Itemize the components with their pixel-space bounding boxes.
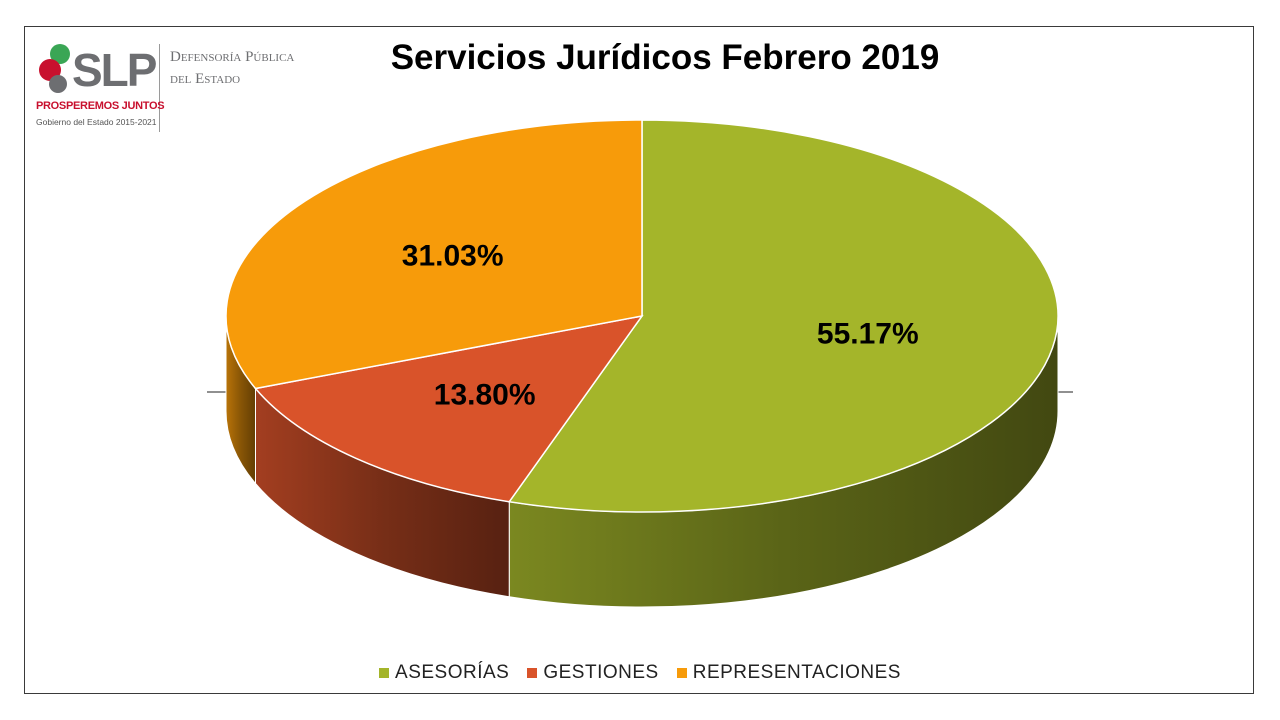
pie-slice-representaciones xyxy=(225,119,643,390)
legend-swatch xyxy=(379,668,390,678)
data-label-asesorias: 55.17% xyxy=(817,317,919,350)
legend-swatch xyxy=(527,668,538,678)
legend-label: ASESORÍAS xyxy=(395,662,510,683)
chart-title: Servicios Jurídicos Febrero 2019 xyxy=(390,38,940,77)
legend-label: GESTIONES xyxy=(543,662,659,683)
slp-emblem-icon xyxy=(39,44,70,93)
logo-slogan: PROSPEREMOS JUNTOS xyxy=(36,100,165,112)
legend-item-asesorias: ASESORÍAS xyxy=(379,662,509,684)
pie-slice-asesorias xyxy=(507,119,1059,513)
chart-frame xyxy=(24,26,1254,694)
logo-text: SLP xyxy=(72,44,157,96)
agency-line2: del Estado xyxy=(170,71,241,87)
legend-swatch xyxy=(676,668,687,678)
legend-label: REPRESENTACIONES xyxy=(692,662,901,683)
logo-subtitle: Gobierno del Estado 2015-2021 xyxy=(36,117,157,127)
pie-slice-gestiones xyxy=(254,314,644,503)
data-label-gestiones: 13.80% xyxy=(434,378,536,411)
data-label-representaciones: 31.03% xyxy=(402,239,504,272)
agency-line1: Defensoría Pública xyxy=(170,49,295,65)
legend-item-representaciones: REPRESENTACIONES xyxy=(676,662,901,684)
slp-logo: SLP Defensoría Pública del Estado PROSPE… xyxy=(36,40,316,135)
logo-divider xyxy=(159,44,160,132)
chart-legend: ASESORÍAS GESTIONES REPRESENTACIONES xyxy=(0,662,1280,684)
legend-item-gestiones: GESTIONES xyxy=(527,662,658,684)
agency-name: Defensoría Pública del Estado xyxy=(170,46,294,90)
